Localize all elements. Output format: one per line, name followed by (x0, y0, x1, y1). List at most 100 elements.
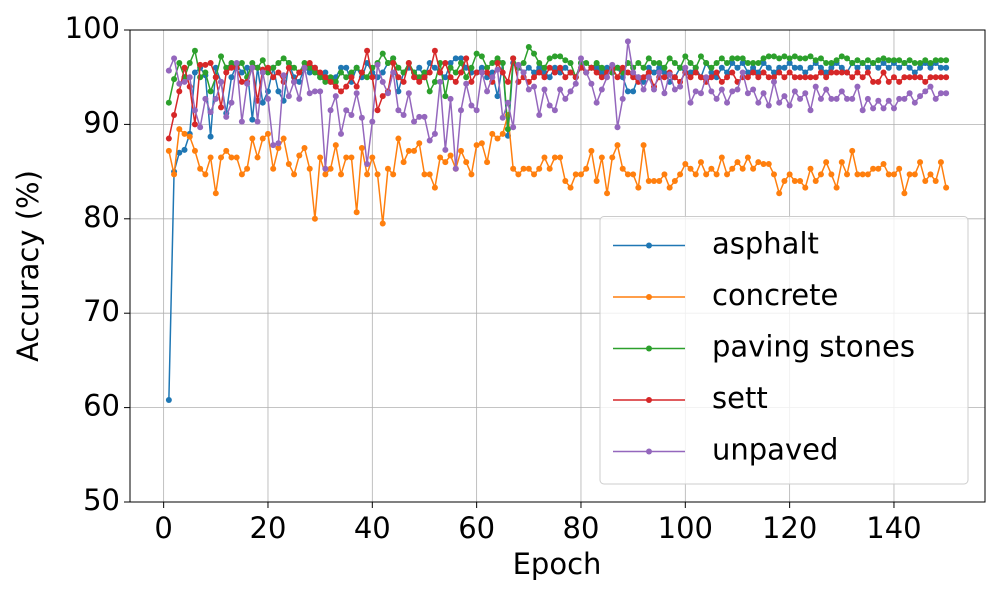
data-point (176, 88, 183, 95)
data-point (411, 118, 418, 125)
data-point (551, 53, 558, 60)
data-point (291, 78, 298, 85)
data-point (473, 50, 480, 57)
data-point (489, 74, 496, 81)
data-point (296, 78, 303, 85)
data-point (395, 88, 402, 95)
data-point (238, 78, 245, 85)
data-point (254, 64, 261, 71)
data-point (259, 69, 266, 76)
data-point (218, 53, 225, 60)
data-point (186, 74, 193, 81)
data-point (645, 178, 652, 185)
data-point (322, 78, 329, 85)
data-point (781, 53, 788, 60)
data-point (280, 72, 287, 79)
x-tick-label: 120 (762, 511, 817, 545)
data-point (937, 90, 944, 97)
data-point (786, 102, 793, 109)
data-point (536, 111, 543, 118)
data-point (651, 69, 658, 76)
data-point (259, 57, 266, 64)
data-point (854, 57, 861, 64)
data-point (593, 60, 600, 67)
data-point (343, 107, 350, 114)
x-tick-label: 60 (458, 511, 495, 545)
data-point (499, 130, 506, 137)
data-point (327, 165, 334, 172)
data-point (588, 147, 595, 154)
data-point (890, 57, 897, 64)
data-point (755, 69, 762, 76)
data-point (478, 64, 485, 71)
data-point (896, 57, 903, 64)
data-point (332, 78, 339, 85)
data-point (911, 99, 918, 106)
data-point (301, 64, 308, 71)
data-point (437, 69, 444, 76)
data-point (739, 55, 746, 62)
data-point (557, 86, 564, 93)
data-point (447, 60, 454, 67)
data-point (917, 159, 924, 166)
data-point (468, 78, 475, 85)
data-point (468, 171, 475, 178)
data-point (854, 69, 861, 76)
data-point (755, 74, 762, 81)
data-point (249, 135, 256, 142)
data-point (510, 55, 517, 62)
legend-marker (646, 294, 652, 300)
data-point (917, 93, 924, 100)
data-point (770, 53, 777, 60)
data-point (212, 190, 219, 197)
data-point (494, 55, 501, 62)
data-point (473, 107, 480, 114)
data-point (859, 107, 866, 114)
data-point (447, 64, 454, 71)
data-point (431, 130, 438, 137)
data-point (776, 69, 783, 76)
data-point (343, 74, 350, 81)
data-point (812, 74, 819, 81)
data-point (724, 74, 731, 81)
data-point (562, 74, 569, 81)
data-point (494, 60, 501, 67)
data-point (614, 74, 621, 81)
data-point (238, 60, 245, 67)
data-point (338, 130, 345, 137)
data-point (400, 159, 407, 166)
data-point (416, 74, 423, 81)
data-point (609, 154, 616, 161)
data-point (353, 209, 360, 216)
data-point (786, 69, 793, 76)
data-point (400, 78, 407, 85)
data-point (729, 88, 736, 95)
data-point (395, 107, 402, 114)
data-point (593, 64, 600, 71)
data-point (343, 83, 350, 90)
data-point (885, 78, 892, 85)
data-point (463, 159, 470, 166)
data-point (327, 78, 334, 85)
data-point (369, 154, 376, 161)
data-point (651, 60, 658, 67)
data-point (379, 220, 386, 227)
data-point (817, 95, 824, 102)
data-point (927, 83, 934, 90)
data-point (400, 111, 407, 118)
data-point (890, 105, 897, 112)
data-point (270, 64, 277, 71)
data-point (833, 69, 840, 76)
data-point (697, 53, 704, 60)
data-point (807, 165, 814, 172)
data-point (536, 69, 543, 76)
data-point (186, 60, 193, 67)
data-point (557, 64, 564, 71)
data-point (875, 165, 882, 172)
y-tick-label: 60 (83, 389, 120, 423)
data-point (943, 57, 950, 64)
data-point (624, 38, 631, 45)
data-point (849, 95, 856, 102)
data-point (598, 74, 605, 81)
data-point (484, 64, 491, 71)
